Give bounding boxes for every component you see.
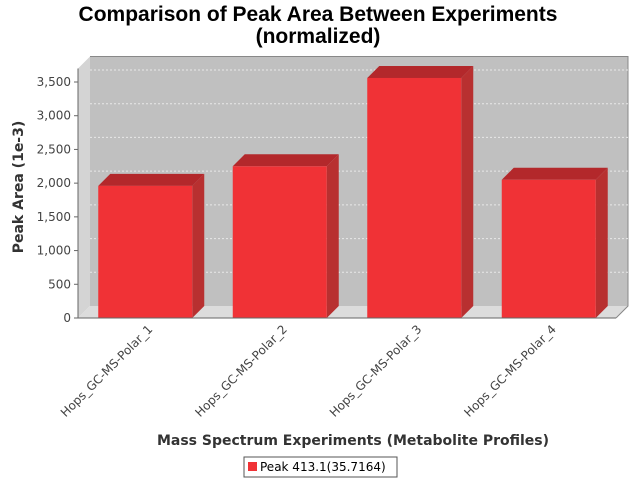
plot-left-wall xyxy=(78,56,90,319)
legend-box xyxy=(243,456,398,478)
y-axis-title: Peak Area (1e-3) xyxy=(11,121,27,254)
x-category-label: Hops_GC-MS-Polar_2 xyxy=(192,322,290,420)
bar-side xyxy=(192,173,205,318)
y-tick-label: 2,000 xyxy=(37,176,71,190)
legend-swatch xyxy=(248,462,257,471)
y-tick-label: 0 xyxy=(63,311,71,325)
bars xyxy=(98,65,608,318)
bar-top xyxy=(501,167,608,180)
bar-front xyxy=(367,77,462,318)
bar-front xyxy=(98,185,193,318)
plot-floor xyxy=(78,306,628,318)
bar-top xyxy=(367,65,474,78)
y-tick-label: 2,500 xyxy=(37,142,71,156)
y-tick-label: 3,500 xyxy=(37,75,71,89)
chart-title-line-2: (normalized) xyxy=(256,25,381,48)
bar-side xyxy=(326,154,339,318)
y-tick-label: 3,000 xyxy=(37,109,71,123)
legend: Peak 413.1(35.7164) xyxy=(243,456,398,478)
y-tick-label: 1,500 xyxy=(37,210,71,224)
bar-front xyxy=(232,166,327,318)
bar-side xyxy=(461,65,474,318)
x-category-label: Hops_GC-MS-Polar_1 xyxy=(58,322,156,420)
x-axis: Hops_GC-MS-Polar_1 Hops_GC-MS-Polar_2 Hops… xyxy=(58,317,616,420)
y-tick-label: 1,000 xyxy=(37,244,71,258)
bar-side xyxy=(595,167,608,318)
bar-top xyxy=(98,173,205,186)
bar-top xyxy=(232,154,339,167)
y-axis: 0 500 1,000 1,500 2,000 2,500 3,000 3,500 xyxy=(37,68,79,325)
legend-label: Peak 413.1(35.7164) xyxy=(260,460,386,474)
bar-front xyxy=(501,179,596,318)
bar-1 xyxy=(98,173,205,318)
x-category-label: Hops_GC-MS-Polar_3 xyxy=(327,322,425,420)
plot-outline xyxy=(90,56,629,319)
chart-title-line-1: Comparison of Peak Area Between Experime… xyxy=(79,3,558,26)
y-tick-label: 500 xyxy=(48,277,71,291)
x-category-label: Hops_GC-MS-Polar_4 xyxy=(461,322,559,420)
bar-2 xyxy=(232,154,339,318)
bar-3 xyxy=(367,65,474,318)
x-axis-title: Mass Spectrum Experiments (Metabolite Pr… xyxy=(157,433,549,449)
bar-4 xyxy=(501,167,608,318)
